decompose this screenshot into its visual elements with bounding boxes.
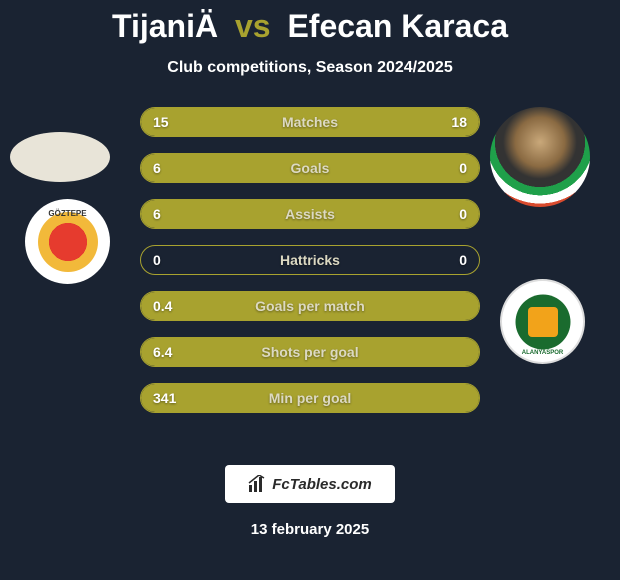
- player1-name: TijaniÄ: [112, 8, 218, 44]
- stat-value-right: 0: [459, 154, 467, 182]
- stat-row: 15Matches18: [140, 107, 480, 137]
- stat-value-right: 0: [459, 200, 467, 228]
- player2-club-badge: ALANYASPOR: [500, 279, 585, 364]
- stat-row: 341Min per goal: [140, 383, 480, 413]
- site-logo-text: FcTables.com: [272, 476, 371, 493]
- stat-row: 0.4Goals per match: [140, 291, 480, 321]
- stat-label: Goals: [141, 154, 479, 182]
- stat-label: Min per goal: [141, 384, 479, 412]
- site-logo[interactable]: FcTables.com: [225, 465, 395, 503]
- stat-label: Goals per match: [141, 292, 479, 320]
- chart-icon: [248, 475, 266, 493]
- stat-label: Assists: [141, 200, 479, 228]
- stat-value-right: 18: [451, 108, 467, 136]
- player1-club-badge: [25, 199, 110, 284]
- stat-row: 0Hattricks0: [140, 245, 480, 275]
- player2-club-name: ALANYASPOR: [502, 350, 583, 356]
- subtitle: Club competitions, Season 2024/2025: [0, 59, 620, 77]
- comparison-title: TijaniÄ vs Efecan Karaca: [0, 0, 620, 45]
- player2-avatar: [490, 107, 590, 207]
- vs-separator: vs: [235, 8, 271, 44]
- stat-label: Shots per goal: [141, 338, 479, 366]
- stat-label: Matches: [141, 108, 479, 136]
- stat-row: 6Assists0: [140, 199, 480, 229]
- comparison-content: ALANYASPOR 15Matches186Goals06Assists00H…: [0, 107, 620, 447]
- snapshot-date: 13 february 2025: [0, 521, 620, 538]
- stat-value-right: 0: [459, 246, 467, 274]
- player2-name: Efecan Karaca: [287, 8, 508, 44]
- stat-row: 6Goals0: [140, 153, 480, 183]
- stats-list: 15Matches186Goals06Assists00Hattricks00.…: [140, 107, 480, 429]
- stat-label: Hattricks: [141, 246, 479, 274]
- player1-avatar: [10, 132, 110, 182]
- stat-row: 6.4Shots per goal: [140, 337, 480, 367]
